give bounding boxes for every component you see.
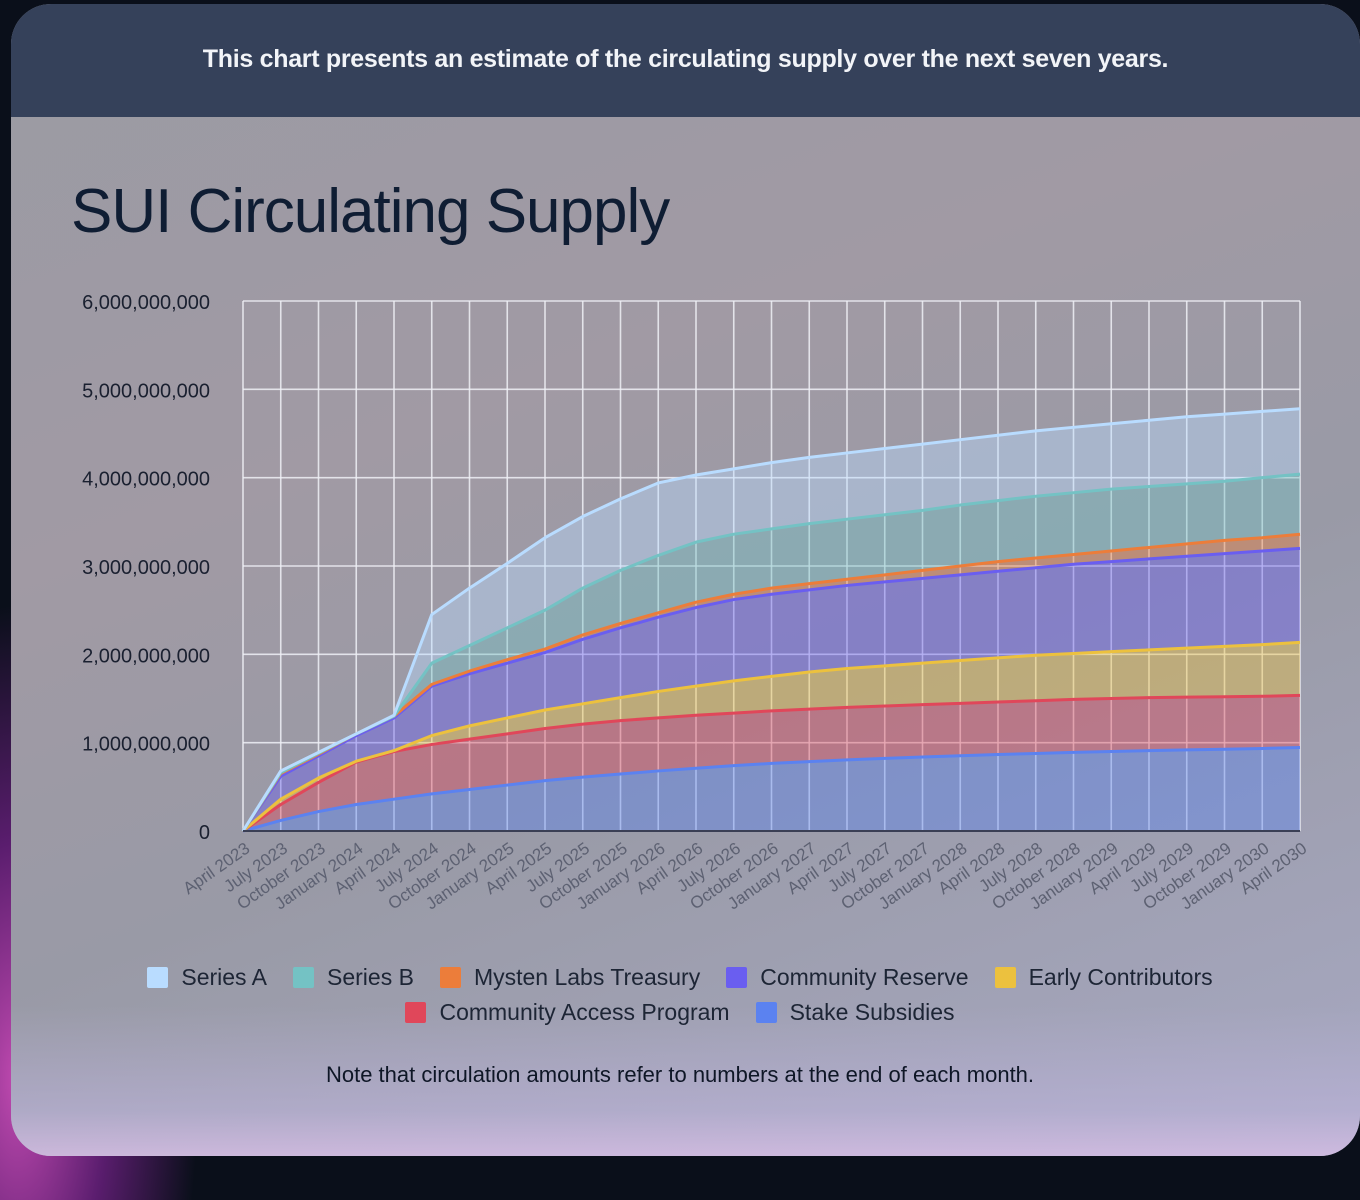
chart-legend: Series A Series B Mysten Labs Treasury Comm…: [0, 964, 1360, 1026]
legend-label: Mysten Labs Treasury: [473, 964, 701, 990]
line-mysten-labs-treasury: [241, 532, 1301, 832]
line-early-contributors: [242, 640, 1301, 833]
area-early-contributors: [243, 642, 1300, 831]
line-stake-subsidies: [242, 746, 1301, 833]
chart-axes: 0 1,000,000,000 2,000,000,000 3,000,000,000…: [82, 292, 1310, 913]
info-banner: This chart presents an estimate of the c…: [11, 4, 1360, 117]
y-tick-label: 1,000,000,000: [82, 734, 210, 756]
legend-item[interactable]: Mysten Labs Treasury: [439, 964, 701, 991]
area-series-a: [243, 408, 1300, 831]
line-series-a: [241, 407, 1301, 832]
info-banner-text: This chart presents an estimate of the c…: [202, 45, 1169, 73]
legend-swatch: [755, 1002, 777, 1023]
legend-label: Community Reserve: [760, 964, 969, 990]
legend-label: Early Contributors: [1028, 964, 1213, 990]
legend-label: Stake Subsidies: [789, 999, 955, 1025]
chart-grid: [242, 300, 1301, 832]
y-tick-label: 3,000,000,000: [82, 557, 210, 579]
chart-title: SUI Circulating Supply: [71, 177, 670, 246]
legend-swatch: [439, 967, 461, 988]
legend-item[interactable]: Early Contributors: [994, 964, 1213, 991]
legend-label: Series B: [327, 964, 414, 990]
legend-swatch: [405, 1002, 427, 1023]
chart-areas: [243, 408, 1300, 831]
legend-item[interactable]: Stake Subsidies: [755, 999, 955, 1026]
footnote: Note that circulation amounts refer to n…: [325, 1062, 1035, 1087]
legend-item[interactable]: Series B: [293, 964, 414, 991]
legend-item[interactable]: Community Reserve: [726, 964, 969, 991]
legend-item[interactable]: Community Access Program: [405, 999, 730, 1026]
y-tick-label: 4,000,000,000: [82, 469, 210, 491]
chart-lines: [241, 407, 1301, 833]
line-series-b: [241, 472, 1301, 832]
line-community-access-program: [242, 693, 1301, 833]
legend-label: Community Access Program: [439, 999, 730, 1025]
legend-swatch: [293, 967, 315, 988]
supply-chart: 0 1,000,000,000 2,000,000,000 3,000,000,000…: [82, 292, 1310, 913]
y-tick-label: 6,000,000,000: [82, 292, 210, 314]
legend-swatch: [726, 967, 748, 988]
y-tick-label: 0: [199, 822, 210, 844]
area-series-b: [243, 474, 1300, 831]
legend-label: Series A: [181, 964, 268, 990]
area-community-reserve: [243, 548, 1300, 831]
area-stake-subsidies: [243, 747, 1300, 831]
legend-row: Series A Series B Mysten Labs Treasury Comm…: [147, 964, 1213, 991]
legend-swatch: [994, 967, 1016, 988]
y-tick-label: 2,000,000,000: [82, 645, 210, 667]
chart-card: This chart presents an estimate of the c…: [11, 4, 1360, 1156]
y-tick-label: 5,000,000,000: [82, 380, 210, 402]
legend-row: Community Access Program Stake Subsidies: [405, 999, 955, 1026]
legend-swatch: [147, 967, 169, 988]
legend-item[interactable]: Series A: [147, 964, 267, 991]
